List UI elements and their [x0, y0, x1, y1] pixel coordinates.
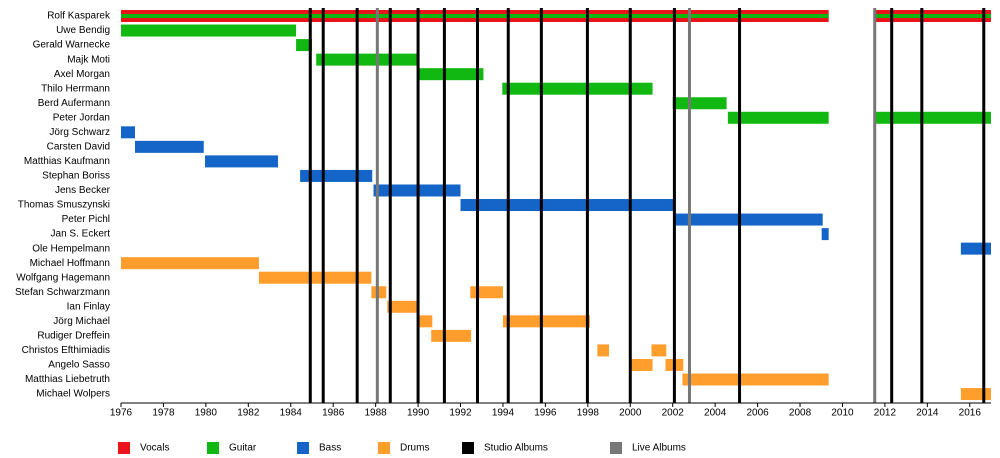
member-bar [873, 14, 991, 18]
x-tick-label: 1976 [110, 408, 133, 419]
member-bar [460, 199, 674, 212]
legend-label: Drums [400, 443, 429, 454]
member-bar [121, 257, 259, 270]
member-label: Matthias Kaufmann [24, 156, 110, 167]
x-tick-label: 2008 [789, 408, 812, 419]
x-tick-label: 2006 [746, 408, 769, 419]
member-bar [300, 169, 373, 182]
member-label: Angelo Sasso [48, 360, 110, 371]
member-label: Jan S. Eckert [51, 229, 111, 240]
member-bar [135, 140, 204, 153]
member-bar [727, 111, 829, 124]
member-label: Ole Hempelmann [32, 243, 110, 254]
legend-label: Guitar [229, 443, 257, 454]
member-bar [121, 24, 297, 37]
legend-swatch [462, 442, 474, 454]
member-bar [672, 97, 727, 110]
member-bar [417, 315, 433, 328]
member-label: Christos Efthimiadis [22, 345, 110, 356]
member-bar [387, 300, 419, 313]
member-label: Wolfgang Hagemann [16, 272, 110, 283]
member-bar [673, 213, 823, 226]
member-label: Thomas Smuszynski [18, 200, 110, 211]
x-tick-label: 1982 [237, 408, 260, 419]
x-tick-label: 1992 [449, 408, 472, 419]
member-label: Thilo Herrmann [41, 83, 110, 94]
member-label: Carsten David [47, 142, 110, 153]
member-bar [418, 68, 484, 81]
member-bar [258, 271, 372, 284]
member-bar [296, 39, 312, 52]
member-bar [682, 373, 829, 386]
x-tick-label: 1998 [577, 408, 600, 419]
member-bar [651, 344, 667, 357]
member-label: Gerald Warnecke [33, 40, 111, 51]
member-bar [597, 344, 610, 357]
member-bar [431, 329, 472, 342]
x-tick-label: 1980 [195, 408, 218, 419]
member-label: Michael Hoffmann [30, 258, 110, 269]
member-label: Majk Moti [67, 54, 110, 65]
member-bar [316, 53, 419, 66]
legend-swatch [378, 442, 390, 454]
x-tick-label: 1988 [365, 408, 388, 419]
x-tick-label: 1984 [280, 408, 303, 419]
member-bar [205, 155, 279, 168]
member-label: Ian Finlay [67, 301, 110, 312]
legend-swatch [207, 442, 219, 454]
x-tick-label: 2000 [619, 408, 642, 419]
x-tick-label: 2014 [916, 408, 939, 419]
x-tick-label: 1986 [322, 408, 345, 419]
member-bar [960, 242, 991, 255]
legend-swatch [610, 442, 622, 454]
legend-label: Studio Albums [484, 443, 548, 454]
member-label: Michael Wolpers [36, 389, 110, 400]
member-label: Uwe Bendig [56, 25, 110, 36]
member-label: Jörg Schwarz [49, 127, 110, 138]
member-bar [470, 286, 503, 299]
legend-swatch [297, 442, 309, 454]
member-bar [960, 388, 991, 401]
legend-label: Bass [319, 443, 341, 454]
x-tick-label: 1996 [534, 408, 557, 419]
member-bar [821, 228, 829, 241]
legend-label: Live Albums [632, 443, 686, 454]
member-label: Stephan Boriss [42, 171, 110, 182]
member-label: Axel Morgan [54, 69, 110, 80]
legend-label: Vocals [140, 443, 169, 454]
member-label: Jörg Michael [53, 316, 110, 327]
member-bar [121, 14, 829, 18]
member-label: Peter Pichl [62, 214, 110, 225]
member-label: Stefan Schwarzmann [15, 287, 110, 298]
member-label: Rudiger Dreffein [37, 331, 110, 342]
member-label: Matthias Liebetruth [25, 374, 110, 385]
member-bar [873, 111, 991, 124]
member-bar [121, 126, 136, 139]
x-tick-label: 2002 [662, 408, 685, 419]
member-label: Peter Jordan [53, 112, 110, 123]
x-tick-label: 1994 [492, 408, 515, 419]
x-tick-label: 2004 [704, 408, 727, 419]
member-bar [629, 358, 653, 371]
member-label: Berd Aufermann [38, 98, 110, 109]
x-tick-label: 2010 [831, 408, 854, 419]
member-bar [502, 315, 590, 328]
x-tick-label: 1990 [407, 408, 430, 419]
x-tick-label: 2012 [874, 408, 897, 419]
x-tick-label: 1978 [152, 408, 175, 419]
member-label: Rolf Kasparek [47, 11, 111, 22]
x-tick-label: 2016 [959, 408, 982, 419]
member-label: Jens Becker [55, 185, 111, 196]
legend-swatch [118, 442, 130, 454]
